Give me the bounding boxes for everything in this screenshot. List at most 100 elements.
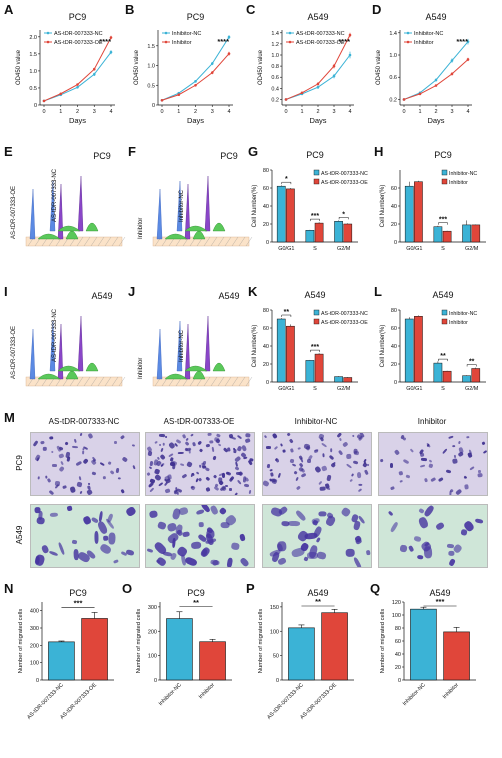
- y-tick-label: 40: [263, 204, 269, 210]
- legend-marker: [46, 31, 50, 35]
- data-point: [76, 83, 79, 86]
- stained-cell: [312, 525, 323, 539]
- x-tick-label: 2: [316, 109, 319, 115]
- y-axis-label-A: OD450 value: [16, 49, 22, 85]
- legend-label: Inhibitor: [449, 180, 468, 186]
- panel-letter-C: C: [246, 2, 256, 17]
- legend-label: AS-tDR-007333-OE: [321, 180, 368, 186]
- y-tick-label: 60: [263, 186, 269, 192]
- legend-marker: [406, 31, 410, 35]
- y-axis-label-B: OD450 value: [134, 49, 140, 85]
- stained-cell: [326, 475, 332, 482]
- stained-cell: [125, 548, 135, 557]
- stained-cell: [280, 442, 284, 447]
- stained-cell: [437, 476, 444, 483]
- y-tick-label: 0.6: [271, 75, 279, 81]
- stained-cell: [287, 521, 300, 527]
- s-phase: [57, 225, 81, 232]
- stained-cell: [209, 440, 214, 444]
- stained-cell: [399, 544, 408, 553]
- y-tick-label: 200: [30, 643, 39, 649]
- stained-cell: [303, 443, 310, 450]
- stained-cell: [266, 464, 270, 469]
- data-point: [194, 80, 197, 83]
- micrograph-PC9-Inhibitor: [378, 432, 488, 496]
- category-label: G2/M: [337, 246, 351, 252]
- micrograph-row-label: PC9: [15, 455, 24, 471]
- sig-bracket: [438, 358, 448, 362]
- stained-cell: [420, 464, 426, 468]
- stained-cell: [237, 434, 243, 440]
- data-point: [466, 40, 470, 43]
- stained-cell: [235, 461, 239, 467]
- sig-bracket: [310, 349, 320, 353]
- y-tick-label: 400: [30, 609, 39, 615]
- stained-cell: [317, 480, 322, 485]
- stained-cell: [40, 544, 50, 555]
- y-tick-label: 80: [263, 168, 269, 174]
- g1-peak-b: [204, 315, 211, 372]
- stained-cell: [35, 556, 40, 564]
- stained-cell: [112, 559, 120, 565]
- bar-Inhibitor: [199, 641, 226, 681]
- significance-label: *: [285, 176, 288, 183]
- stained-cell: [236, 479, 242, 486]
- stained-cell: [318, 511, 327, 517]
- data-point: [177, 93, 181, 97]
- category-label: AS-tDR-007333-OE: [299, 682, 338, 721]
- stained-cell: [201, 462, 205, 468]
- bar-AS-tDR-007333-OE: [314, 222, 324, 243]
- y-tick-label: 60: [395, 639, 401, 645]
- stained-cell: [294, 476, 299, 482]
- y-tick-label: 1.2: [271, 42, 279, 48]
- stained-cell: [352, 448, 358, 454]
- y-tick-label: 0: [398, 678, 401, 684]
- stained-cell: [338, 437, 342, 442]
- data-point: [418, 92, 422, 96]
- stained-cell: [406, 474, 411, 479]
- legend-swatch: [441, 169, 448, 176]
- g1-peak: [176, 320, 183, 372]
- stained-cell: [79, 433, 83, 437]
- y-tick-label: 40: [395, 652, 401, 658]
- legend-label: Inhibitor: [172, 40, 192, 46]
- data-point: [466, 58, 470, 61]
- stained-cell: [160, 463, 165, 468]
- stained-cell: [329, 462, 336, 469]
- s-phase: [57, 365, 81, 372]
- data-point: [194, 83, 197, 87]
- series-line-AS-tDR-007333-NC: [285, 54, 351, 100]
- category-label: S: [441, 246, 445, 252]
- y-tick-label: 60: [391, 186, 397, 192]
- stained-cell: [48, 490, 54, 495]
- micrograph-A549-AS-tDR-007333-OE: [145, 504, 255, 568]
- significance-label-Q: ***: [436, 597, 445, 606]
- legend-swatch: [441, 178, 448, 185]
- stained-cell: [181, 473, 187, 479]
- flow-sample-label: Inhibitor: [138, 218, 144, 239]
- stained-cell: [350, 473, 354, 478]
- significance-label-B: ****: [217, 37, 229, 46]
- category-label: G0/G1: [278, 246, 294, 252]
- category-label: Inhibitor-NC: [402, 682, 427, 707]
- stained-cell: [50, 450, 54, 454]
- series-line-AS-tDR-007333-OE: [43, 37, 112, 102]
- stained-cell: [122, 456, 129, 463]
- stained-cell: [205, 476, 211, 482]
- y-tick-label: 100: [392, 613, 401, 619]
- x-tick-label: 0: [402, 109, 405, 115]
- flow-grid-line: [231, 376, 239, 387]
- stained-cell: [448, 550, 455, 556]
- stained-cell: [416, 554, 424, 560]
- s-phase: [37, 373, 61, 380]
- stained-cell: [159, 453, 166, 461]
- stained-cell: [399, 479, 403, 483]
- stained-cell: [351, 434, 355, 438]
- legend-swatch: [313, 309, 320, 316]
- flow-grid-line: [210, 236, 218, 247]
- y-tick-label: 0.5: [147, 83, 155, 89]
- panel-title-L: A549: [432, 290, 453, 300]
- bar-Inhibitor-NC: [462, 224, 471, 243]
- stained-cell: [295, 485, 301, 491]
- bar-Inhibitor-NC: [166, 618, 193, 681]
